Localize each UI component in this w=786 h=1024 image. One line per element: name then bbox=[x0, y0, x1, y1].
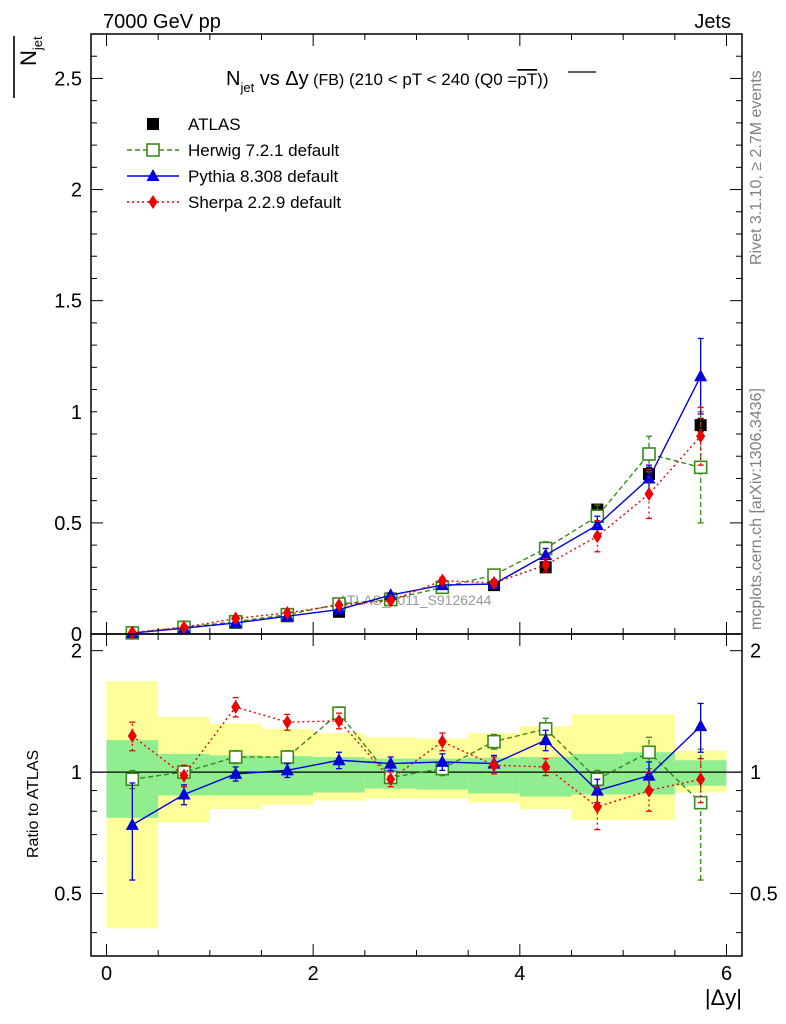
ratio-sherpa-point bbox=[489, 758, 499, 773]
main-sherpa-point bbox=[179, 620, 189, 635]
x-tick-label: 0 bbox=[101, 963, 112, 985]
main-plot-area bbox=[125, 337, 708, 640]
ratio-plot-area bbox=[91, 681, 742, 929]
ratio-sherpa-point bbox=[179, 768, 189, 783]
legend-herwig-label: Herwig 7.2.1 default bbox=[188, 141, 339, 160]
legend-sherpa-marker bbox=[148, 195, 158, 209]
legend-pythia-label: Pythia 8.308 default bbox=[188, 167, 339, 186]
ratio-y-tick-label-right: 2 bbox=[750, 641, 761, 663]
watermark-group: ATLAS_2011_S9126244 bbox=[339, 592, 492, 608]
legend-atlas-label: ATLAS bbox=[188, 115, 241, 134]
ratio-pythia-point bbox=[332, 753, 346, 766]
mcplots-label: mcplots.cern.ch [arXiv:1306.3436] bbox=[748, 388, 765, 630]
process-label: Jets bbox=[694, 11, 731, 33]
ratio-sherpa-point bbox=[282, 715, 292, 730]
main-sherpa-point bbox=[696, 429, 706, 444]
main-pythia-line bbox=[132, 375, 702, 634]
main-ylabel: Njet bbox=[13, 36, 45, 98]
main-herwig-point bbox=[642, 447, 656, 461]
main-y-tick-label: 0 bbox=[71, 624, 82, 646]
ratio-sherpa-point bbox=[127, 728, 137, 743]
ratio-herwig-point bbox=[642, 745, 656, 760]
svg-text:Njet: Njet bbox=[16, 36, 45, 66]
ratio-pythia-point bbox=[694, 719, 708, 732]
main-sherpa-line bbox=[132, 435, 702, 634]
main-herwig-point bbox=[693, 460, 708, 475]
main-herwig-line bbox=[132, 453, 701, 634]
title-close: )) bbox=[537, 70, 548, 89]
ratio-sherpa-line bbox=[131, 706, 701, 808]
ratio-pythia-point bbox=[435, 754, 449, 767]
main-title: Njet vs Δy (FB) (210 < pT < 240 (Q0 =pT)… bbox=[226, 68, 549, 95]
main-sherpa-point bbox=[644, 487, 654, 501]
x-tick-label: 2 bbox=[308, 963, 319, 985]
ratio-herwig-point bbox=[228, 750, 243, 764]
x-tick-label: 6 bbox=[721, 963, 732, 985]
ratio-herwig-point bbox=[487, 734, 501, 749]
rivet-version-label: Rivet 3.1.10, ≥ 2.7M events bbox=[748, 70, 765, 265]
main-ylabel-main: N bbox=[16, 50, 41, 66]
legend: ATLAS Herwig 7.2.1 default Pythia 8.308 de… bbox=[127, 115, 341, 212]
ratio-pythia-point bbox=[539, 733, 553, 746]
main-y-tick-label: 2.5 bbox=[54, 68, 82, 90]
main-sherpa-point bbox=[282, 605, 292, 620]
main-axes: 0 0.5 1 1.5 2 2.5 bbox=[54, 33, 742, 646]
main-y-tick-label: 2 bbox=[71, 180, 82, 202]
title-small: (FB) bbox=[309, 72, 345, 89]
main-ylabel-sub: jet bbox=[30, 36, 45, 51]
ratio-sherpa-point bbox=[696, 772, 706, 787]
ratio-herwig-line bbox=[132, 712, 702, 804]
main-sherpa-point bbox=[592, 529, 602, 544]
main-pythia-point bbox=[590, 518, 604, 531]
ratio-pythia-point bbox=[125, 817, 139, 830]
ratio-pythia-point bbox=[280, 763, 294, 776]
title-overline: pT bbox=[517, 70, 537, 89]
ratio-sherpa-point bbox=[334, 713, 344, 728]
ratio-sherpa-point bbox=[592, 799, 602, 814]
watermark: ATLAS_2011_S9126244 bbox=[339, 592, 492, 608]
legend-herwig-marker bbox=[146, 143, 160, 157]
legend-sherpa-label: Sherpa 2.2.9 default bbox=[188, 193, 341, 212]
ratio-sherpa-point bbox=[644, 783, 654, 798]
title-sub: jet bbox=[239, 80, 254, 95]
title-main: N bbox=[226, 68, 240, 90]
ratio-y-tick-label: 2 bbox=[71, 641, 82, 663]
ratio-y-tick-label-right: 0.5 bbox=[750, 884, 778, 906]
ratio-sherpa-point bbox=[541, 759, 551, 774]
ratio-sherpa-point bbox=[231, 700, 241, 715]
ratio-pythia-point bbox=[177, 787, 191, 800]
ratio-pythia-point bbox=[229, 766, 243, 779]
legend-atlas-marker bbox=[147, 118, 159, 130]
main-sherpa-point bbox=[231, 611, 241, 626]
ratio-sherpa-point bbox=[386, 772, 396, 787]
main-y-tick-label: 1 bbox=[71, 402, 82, 424]
main-pythia-point bbox=[539, 548, 553, 561]
main-sherpa-point bbox=[437, 573, 447, 588]
main-sherpa-point bbox=[127, 625, 137, 640]
ratio-pythia-point bbox=[384, 756, 398, 769]
ratio-y-tick-label: 1 bbox=[71, 762, 82, 784]
ratio-y-tick-label: 0.5 bbox=[54, 884, 82, 906]
title-vs: vs Δy bbox=[254, 68, 308, 90]
x-tick-label: 4 bbox=[514, 963, 525, 985]
main-y-tick-label: 1.5 bbox=[54, 291, 82, 313]
energy-label: 7000 GeV pp bbox=[103, 11, 221, 33]
x-axis-label: |Δy| bbox=[705, 985, 742, 1010]
title-cuts: (210 < pT < 240 (Q0 = bbox=[344, 70, 517, 89]
main-sherpa-point bbox=[489, 575, 499, 590]
main-pythia-point bbox=[694, 369, 708, 382]
ratio-ylabel: Ratio to ATLAS bbox=[25, 750, 42, 858]
ratio-herwig-point bbox=[280, 750, 295, 764]
ratio-sherpa-point bbox=[437, 734, 447, 749]
ratio-axes: 0 2 4 6 0.5 0.5 1 1 2 2 bbox=[54, 634, 778, 985]
main-sherpa-point bbox=[541, 558, 551, 573]
main-sherpa-point bbox=[334, 598, 344, 613]
main-sherpa-point bbox=[386, 593, 396, 608]
ratio-pythia-line bbox=[131, 725, 702, 826]
ratio-y-tick-label-right: 1 bbox=[750, 762, 761, 784]
main-y-tick-label: 0.5 bbox=[54, 513, 82, 535]
legend-pythia-marker bbox=[146, 169, 160, 181]
